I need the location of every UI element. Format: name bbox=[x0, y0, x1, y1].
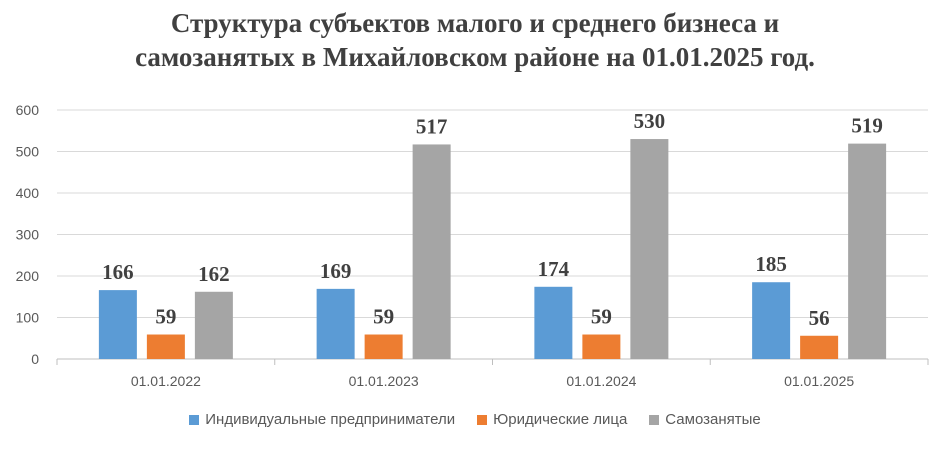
chart-legend: Индивидуальные предприниматели Юридическ… bbox=[0, 411, 950, 428]
x-tick-label-0: 01.01.2022 bbox=[131, 373, 201, 389]
y-tick-label-1: 100 bbox=[16, 310, 40, 326]
data-label-series-3-01.01.2022: 162 bbox=[198, 262, 230, 286]
legend-item-series-2: Юридические лица bbox=[477, 411, 627, 428]
data-label-series-1-01.01.2025: 185 bbox=[755, 252, 787, 276]
bar-series-1-01.01.2025 bbox=[752, 282, 791, 359]
legend-swatch-series-3 bbox=[649, 414, 660, 425]
x-tick-label-2: 01.01.2024 bbox=[566, 373, 636, 389]
bar-series-3-01.01.2025 bbox=[848, 143, 887, 359]
bar-series-2-01.01.2024 bbox=[582, 334, 621, 359]
data-label-series-3-01.01.2024: 530 bbox=[634, 109, 666, 133]
x-tick-label-1: 01.01.2023 bbox=[349, 373, 419, 389]
data-label-series-1-01.01.2023: 169 bbox=[320, 259, 352, 283]
data-label-series-2-01.01.2024: 59 bbox=[591, 305, 612, 329]
legend-item-series-3: Самозанятые bbox=[649, 411, 761, 428]
data-label-series-3-01.01.2023: 517 bbox=[416, 114, 448, 138]
y-tick-label-3: 300 bbox=[16, 227, 40, 243]
bar-series-1-01.01.2023 bbox=[316, 288, 355, 359]
chart-title-line-1: Структура субъектов малого и среднего би… bbox=[170, 8, 780, 38]
legend-swatch-series-2 bbox=[477, 414, 488, 425]
chart-title: Структура субъектов малого и среднего би… bbox=[0, 6, 950, 74]
data-label-series-2-01.01.2023: 59 bbox=[373, 305, 394, 329]
data-label-series-3-01.01.2025: 519 bbox=[851, 114, 883, 138]
legend-swatch-series-1 bbox=[189, 414, 200, 425]
bar-series-3-01.01.2022 bbox=[194, 291, 233, 359]
chart-title-line-2: самозанятых в Михайловском районе на 01.… bbox=[135, 42, 815, 72]
data-label-series-2-01.01.2022: 59 bbox=[155, 305, 176, 329]
legend-label-series-2: Юридические лица bbox=[493, 411, 628, 428]
data-label-series-1-01.01.2022: 166 bbox=[102, 260, 134, 284]
x-tick-label-3: 01.01.2025 bbox=[784, 373, 854, 389]
y-tick-label-5: 500 bbox=[16, 144, 40, 160]
legend-label-series-1: Индивидуальные предприниматели bbox=[205, 411, 456, 428]
bar-series-2-01.01.2025 bbox=[800, 335, 839, 359]
bar-series-3-01.01.2024 bbox=[630, 139, 669, 359]
bar-series-1-01.01.2024 bbox=[534, 286, 573, 359]
y-tick-label-6: 600 bbox=[16, 102, 40, 118]
bar-series-2-01.01.2022 bbox=[146, 334, 185, 359]
data-label-series-1-01.01.2024: 174 bbox=[538, 257, 570, 281]
legend-label-series-3: Самозанятые bbox=[665, 411, 761, 428]
legend-item-series-1: Индивидуальные предприниматели bbox=[189, 411, 455, 428]
data-label-series-2-01.01.2025: 56 bbox=[809, 306, 830, 330]
y-tick-label-2: 200 bbox=[16, 268, 40, 284]
y-tick-label-0: 0 bbox=[31, 351, 39, 367]
bar-series-1-01.01.2022 bbox=[98, 290, 137, 359]
y-tick-label-4: 400 bbox=[16, 185, 40, 201]
bar-series-2-01.01.2023 bbox=[364, 334, 403, 359]
bar-series-3-01.01.2023 bbox=[412, 144, 451, 359]
